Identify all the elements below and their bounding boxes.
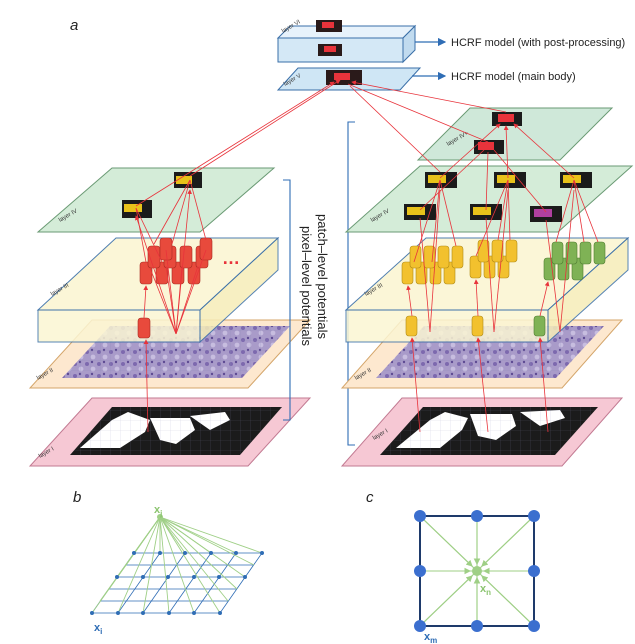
right-stack: layer I layer II layer III layer IV laye… (340, 107, 634, 467)
panel-label-b: b (73, 489, 81, 506)
panel-label-c: c (366, 489, 374, 506)
panel-label-a: a (70, 17, 78, 34)
center-brackets (283, 121, 355, 446)
right-vgg16-cylinders (401, 239, 518, 337)
right-connections (347, 80, 599, 433)
left-connections (135, 79, 341, 433)
panel-b-diagram: xj xi (90, 504, 264, 636)
panel-c-center-node-label: xn (480, 583, 491, 597)
panel-c-corner-node-label: xm (424, 631, 437, 644)
left-unet-cylinders (137, 237, 213, 339)
hcrf-main-label: HCRF model (main body) (451, 71, 576, 83)
panel-b-bottom-node-label: xi (94, 622, 102, 636)
pixel-level-potentials-label: pixel–level potentials (299, 226, 314, 346)
patch-level-potentials-label: patch–level potentials (315, 214, 330, 340)
layer-v-plane: layer V (276, 67, 422, 91)
panel-c-diagram: xn xm (414, 510, 540, 644)
hcrf-post-label: HCRF model (with post-processing) (451, 37, 625, 49)
panel-b-top-node-label: xj (154, 504, 162, 518)
layer-vi-block: layer VI (276, 19, 417, 64)
left-ellipsis: … (222, 248, 240, 268)
right-resnet50-cylinders (533, 241, 606, 337)
